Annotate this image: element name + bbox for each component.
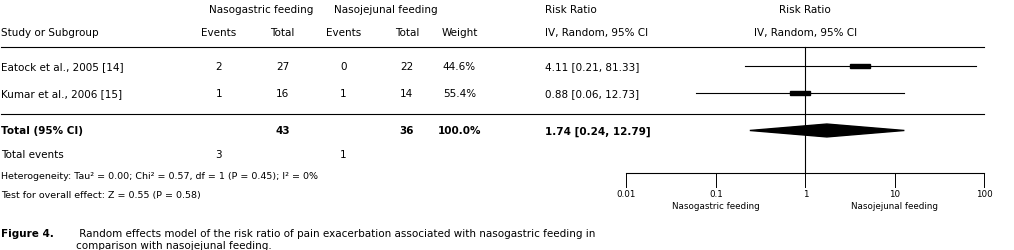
Text: Nasojejunal feeding: Nasojejunal feeding	[852, 201, 938, 210]
Text: 43: 43	[275, 126, 290, 136]
Text: Test for overall effect: Z = 0.55 (P = 0.58): Test for overall effect: Z = 0.55 (P = 0…	[1, 191, 201, 200]
Text: Nasojejunal feeding: Nasojejunal feeding	[335, 5, 438, 15]
Text: Study or Subgroup: Study or Subgroup	[1, 28, 99, 38]
Text: 2: 2	[216, 62, 222, 72]
Text: 0: 0	[340, 62, 347, 72]
Text: 16: 16	[276, 88, 289, 99]
Text: 10: 10	[889, 190, 900, 198]
Text: Total (95% CI): Total (95% CI)	[1, 126, 83, 136]
Text: 44.6%: 44.6%	[443, 62, 476, 72]
Text: 1.74 [0.24, 12.79]: 1.74 [0.24, 12.79]	[546, 126, 651, 136]
Text: Nasogastric feeding: Nasogastric feeding	[672, 201, 759, 210]
Text: 14: 14	[401, 88, 414, 99]
Text: 3: 3	[216, 150, 222, 160]
Text: 22: 22	[401, 62, 414, 72]
Text: 100.0%: 100.0%	[438, 126, 482, 136]
Text: 1: 1	[340, 88, 347, 99]
Bar	[850, 64, 870, 69]
Text: 1: 1	[216, 88, 222, 99]
Text: Eatock et al., 2005 [14]: Eatock et al., 2005 [14]	[1, 62, 124, 72]
Text: Events: Events	[201, 28, 236, 38]
Text: 55.4%: 55.4%	[443, 88, 476, 99]
Text: Random effects model of the risk ratio of pain exacerbation associated with naso: Random effects model of the risk ratio o…	[76, 228, 595, 250]
Polygon shape	[749, 124, 904, 138]
Text: 27: 27	[276, 62, 289, 72]
Text: IV, Random, 95% CI: IV, Random, 95% CI	[546, 28, 649, 38]
Text: 0.01: 0.01	[617, 190, 636, 198]
Text: 0.88 [0.06, 12.73]: 0.88 [0.06, 12.73]	[546, 88, 640, 99]
Text: 100: 100	[975, 190, 993, 198]
Text: IV, Random, 95% CI: IV, Random, 95% CI	[753, 28, 857, 38]
Text: 4.11 [0.21, 81.33]: 4.11 [0.21, 81.33]	[546, 62, 640, 72]
Text: Figure 4.: Figure 4.	[1, 228, 55, 238]
Text: Heterogeneity: Tau² = 0.00; Chi² = 0.57, df = 1 (P = 0.45); I² = 0%: Heterogeneity: Tau² = 0.00; Chi² = 0.57,…	[1, 172, 318, 180]
Text: Total: Total	[394, 28, 419, 38]
Text: Kumar et al., 2006 [15]: Kumar et al., 2006 [15]	[1, 88, 123, 99]
Text: Risk Ratio: Risk Ratio	[546, 5, 597, 15]
Text: Nasogastric feeding: Nasogastric feeding	[209, 5, 313, 15]
Bar	[790, 91, 810, 96]
Text: Risk Ratio: Risk Ratio	[780, 5, 831, 15]
Text: 1: 1	[802, 190, 808, 198]
Text: Total: Total	[271, 28, 295, 38]
Text: Total events: Total events	[1, 150, 64, 160]
Text: Weight: Weight	[441, 28, 478, 38]
Text: Events: Events	[325, 28, 361, 38]
Text: 36: 36	[400, 126, 414, 136]
Text: 0.1: 0.1	[709, 190, 723, 198]
Text: 1: 1	[340, 150, 347, 160]
